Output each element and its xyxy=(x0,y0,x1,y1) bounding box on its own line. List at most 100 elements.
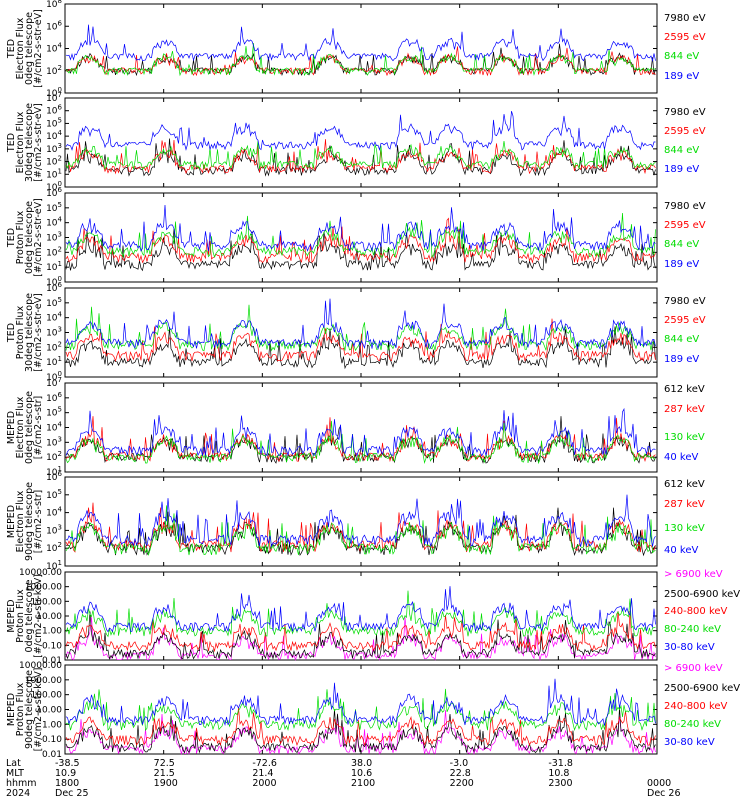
y-tick-label: 102 xyxy=(46,541,62,554)
series-trace-2595-ev xyxy=(65,46,656,77)
legend-entry: 189 eV xyxy=(664,259,699,270)
y-axis-label: [#/cm2-s-str-keV] xyxy=(33,668,44,752)
series-trace-287-kev xyxy=(65,416,656,463)
y-tick-label: 0.10 xyxy=(42,735,62,745)
x-axis-label: -31.8 xyxy=(548,758,573,769)
y-axis-label: MEPED xyxy=(6,411,17,444)
x-axis-label: 1900 xyxy=(154,778,178,789)
y-tick-label: 104 xyxy=(46,129,62,142)
y-axis-label: [#/cm2-s-str-eV] xyxy=(33,293,44,372)
y-axis-label: 30deg telescope xyxy=(24,103,35,182)
legend-entry: 40 keV xyxy=(664,452,698,463)
y-axis-label: 30deg telescope xyxy=(24,293,35,372)
y-axis-label: Electron Flux xyxy=(15,490,26,552)
legend-entry: 2500-6900 keV xyxy=(664,589,740,600)
series-trace-2595-ev xyxy=(65,139,656,175)
y-axis-label: Proton Flux xyxy=(15,589,26,643)
y-tick-label: 106 xyxy=(46,391,62,404)
y-tick-label: 0.01 xyxy=(42,656,62,666)
legend-entry: 287 keV xyxy=(664,499,705,510)
legend-entry: 612 keV xyxy=(664,384,705,395)
x-axis-label: 10.8 xyxy=(548,768,569,779)
y-tick-label: 104 xyxy=(46,421,62,434)
x-axis-row-label: 2024 xyxy=(6,788,30,799)
series-trace-130-kev xyxy=(65,505,656,557)
legend-entry: 130 keV xyxy=(664,523,705,534)
y-tick-label: 101 xyxy=(46,559,62,572)
x-axis-label: 2100 xyxy=(351,778,375,789)
x-axis-label: Dec 25 xyxy=(55,788,89,799)
y-tick-label: 100 xyxy=(46,180,62,193)
legend-entry: 30-80 keV xyxy=(664,737,715,748)
y-axis-label: Proton Flux xyxy=(15,305,26,359)
y-tick-label: 105 xyxy=(46,116,62,129)
series-trace-130-kev xyxy=(65,420,656,465)
legend-entry: 844 eV xyxy=(664,145,699,156)
x-axis-label: 38.0 xyxy=(351,758,372,769)
legend-entry: 844 eV xyxy=(664,239,699,250)
y-axis-label: [#/cm2-s-str-eV] xyxy=(33,103,44,182)
panel-2-frame xyxy=(64,97,658,188)
series-trace-240-800-kev xyxy=(65,610,656,653)
y-tick-label: 102 xyxy=(46,155,62,168)
y-tick-label: 103 xyxy=(46,142,62,155)
x-axis-label: 10.9 xyxy=(55,768,76,779)
series-trace-80-240-kev xyxy=(65,688,656,732)
y-tick-label: 101 xyxy=(46,465,62,478)
legend-entry: 80-240 keV xyxy=(664,624,721,635)
y-tick-label: 101 xyxy=(46,260,62,273)
y-tick-label: 102 xyxy=(46,450,62,463)
legend-entry: 189 eV xyxy=(664,354,699,365)
y-axis-label: [#/cm2-s-str-keV] xyxy=(33,574,44,658)
y-tick-label: 103 xyxy=(46,435,62,448)
x-axis-label: 2000 xyxy=(252,778,276,789)
y-axis-label: [#/cm2-s-str] xyxy=(33,396,44,459)
series-trace--6900-kev xyxy=(65,617,656,662)
y-axis-label: Proton Flux xyxy=(15,682,26,736)
y-tick-label: 106 xyxy=(46,470,62,483)
legend-entry: 7980 eV xyxy=(664,13,706,24)
series-trace-2500-6900-kev xyxy=(65,707,656,754)
y-axis-label: [#/cm2-s-str] xyxy=(33,490,44,553)
y-axis-label: Electron Flux xyxy=(15,111,26,173)
y-tick-label: 105 xyxy=(46,296,62,309)
y-tick-label: 106 xyxy=(46,19,62,32)
y-axis-label: MEPED xyxy=(6,693,17,726)
x-axis-label: -38.5 xyxy=(55,758,80,769)
y-tick-label: 102 xyxy=(46,245,62,258)
y-tick-label: 1000.00 xyxy=(25,676,62,686)
y-tick-label: 100 xyxy=(46,86,62,99)
y-axis-label: [#/cm2-s-str-eV] xyxy=(33,9,44,88)
legend-entry: 2595 eV xyxy=(664,126,706,137)
y-axis-label: Electron Flux xyxy=(15,396,26,458)
x-axis-label: -3.0 xyxy=(450,758,469,769)
legend-entry: 2595 eV xyxy=(664,315,706,326)
x-axis-row-label: MLT xyxy=(6,768,24,779)
series-trace-189-ev xyxy=(65,110,656,151)
y-tick-label: 104 xyxy=(46,42,62,55)
x-axis-label: 1800 xyxy=(55,778,79,789)
y-tick-label: 103 xyxy=(46,523,62,536)
y-tick-label: 100.00 xyxy=(31,597,63,607)
legend-entry: 80-240 keV xyxy=(664,719,721,730)
y-tick-label: 100 xyxy=(46,275,62,288)
legend-entry: 7980 eV xyxy=(664,107,706,118)
y-tick-label: 106 xyxy=(46,186,62,199)
x-axis-label: 2200 xyxy=(450,778,474,789)
series-trace-189-ev xyxy=(65,24,656,62)
legend-entry: 287 keV xyxy=(664,404,705,415)
legend-entry: 7980 eV xyxy=(664,201,706,212)
legend-entry: 7980 eV xyxy=(664,296,706,307)
panel-6-frame xyxy=(64,476,658,567)
y-axis-label: 0deg telescope xyxy=(24,12,35,85)
x-axis-label: 2300 xyxy=(548,778,572,789)
y-axis-label: MEPED xyxy=(6,599,17,632)
y-axis-label: 0deg telescope xyxy=(24,391,35,464)
y-tick-label: 1.00 xyxy=(42,627,62,637)
y-tick-label: 105 xyxy=(46,406,62,419)
y-axis-label: 90deg telescope xyxy=(24,670,35,749)
y-tick-label: 100 xyxy=(46,370,62,383)
y-tick-label: 107 xyxy=(46,376,62,389)
x-axis-label: Dec 26 xyxy=(647,788,681,799)
